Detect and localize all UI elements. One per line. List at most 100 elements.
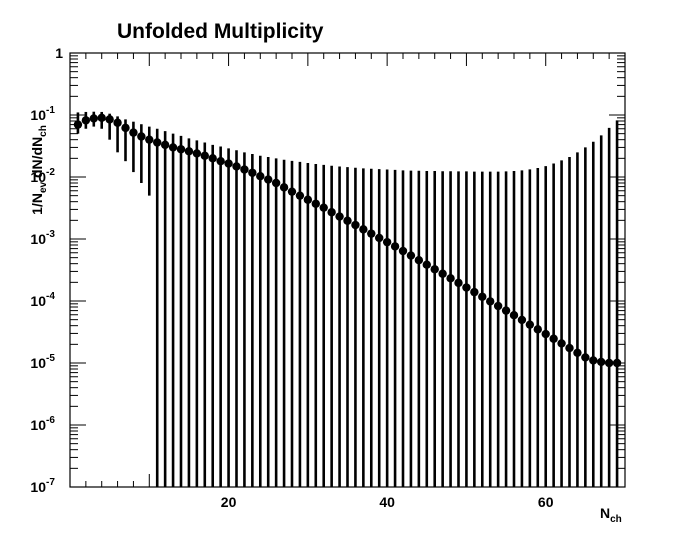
data-points	[73, 113, 622, 368]
data-point	[446, 274, 455, 283]
data-point	[549, 334, 558, 343]
data-point	[129, 128, 138, 137]
data-point	[398, 246, 408, 256]
x-axis-label: Nch	[600, 505, 622, 525]
data-point	[533, 325, 542, 334]
data-point	[311, 199, 320, 208]
data-point	[168, 143, 178, 152]
data-point	[287, 187, 297, 196]
data-point	[248, 168, 257, 177]
data-point	[470, 287, 479, 297]
data-point	[216, 156, 225, 166]
x-axis-label-main: N	[600, 505, 610, 521]
data-point	[264, 175, 273, 184]
y-tick-exponent: -2	[46, 167, 55, 178]
data-point	[493, 301, 503, 311]
data-point	[89, 114, 98, 123]
y-tick-exponent: -5	[46, 353, 55, 364]
data-point	[319, 203, 328, 212]
data-point	[517, 315, 527, 325]
y-tick-exponent: -1	[46, 105, 55, 116]
data-point	[454, 278, 463, 288]
data-point	[597, 357, 606, 367]
y-tick-exponent: -6	[46, 415, 55, 426]
y-tick-label: 1	[55, 45, 63, 61]
data-point	[224, 159, 233, 168]
data-point	[438, 269, 447, 278]
data-point	[612, 358, 622, 368]
y-tick-label: 10	[30, 231, 46, 247]
data-point	[501, 306, 511, 315]
data-point	[184, 147, 194, 156]
data-point	[486, 297, 495, 306]
data-point	[137, 132, 146, 141]
data-point	[232, 162, 241, 171]
data-point	[604, 358, 614, 368]
data-point	[121, 123, 130, 133]
data-point	[565, 343, 574, 353]
data-point	[382, 237, 392, 247]
data-point	[359, 225, 368, 234]
data-point	[240, 165, 249, 174]
data-point	[200, 151, 209, 160]
data-point	[153, 138, 162, 147]
data-point	[573, 348, 582, 358]
data-point	[113, 118, 122, 127]
data-point	[295, 191, 305, 200]
data-point	[343, 216, 352, 225]
y-tick-label: 10	[30, 479, 46, 495]
data-point	[271, 178, 281, 188]
data-point	[525, 320, 535, 329]
y-tick-exponent: -3	[46, 229, 55, 240]
data-point	[390, 242, 400, 251]
data-point	[367, 229, 376, 238]
data-point	[541, 329, 550, 339]
data-point	[160, 140, 170, 150]
x-axis-label-sub: ch	[610, 514, 622, 525]
y-axis-label-a-sub: ev	[38, 181, 49, 193]
y-axis-label-b: dN/dN	[29, 137, 45, 182]
data-point	[406, 251, 416, 260]
x-tick-label: 60	[538, 494, 554, 510]
data-point	[557, 339, 566, 348]
x-tick-label: 20	[221, 494, 237, 510]
data-point	[279, 183, 289, 192]
data-point	[303, 195, 313, 204]
data-point	[581, 353, 590, 362]
data-point	[422, 260, 431, 269]
y-tick-label: 10	[30, 169, 46, 185]
y-tick-label: 10	[30, 417, 46, 433]
data-point	[509, 311, 519, 320]
data-point	[414, 256, 424, 265]
data-point	[375, 233, 384, 243]
data-point	[430, 265, 439, 274]
y-tick-label: 10	[30, 293, 46, 309]
error-bars	[76, 111, 619, 487]
data-point	[208, 154, 217, 163]
y-axis-label-b-sub: ch	[38, 125, 49, 137]
data-point	[351, 220, 360, 230]
data-point	[478, 292, 487, 301]
data-point	[176, 145, 186, 154]
y-tick-label: 10	[30, 355, 46, 371]
data-point	[73, 120, 83, 129]
y-tick-exponent: -4	[46, 291, 55, 302]
data-point	[105, 115, 114, 124]
y-tick-label: 10	[30, 107, 46, 123]
data-point	[145, 135, 154, 144]
y-axis-label: 1/Nev dN/dNch	[29, 125, 49, 215]
data-point	[335, 212, 344, 221]
chart-title: Unfolded Multiplicity	[117, 20, 324, 43]
data-point	[256, 172, 265, 181]
x-tick-label: 40	[379, 494, 395, 510]
data-point	[327, 208, 336, 217]
data-point	[192, 149, 202, 158]
data-point	[462, 283, 471, 292]
data-point	[81, 116, 91, 125]
y-tick-exponent: -7	[46, 477, 55, 488]
y-axis-label-a: 1/N	[29, 193, 45, 215]
data-point	[589, 356, 598, 365]
data-point	[97, 113, 106, 123]
